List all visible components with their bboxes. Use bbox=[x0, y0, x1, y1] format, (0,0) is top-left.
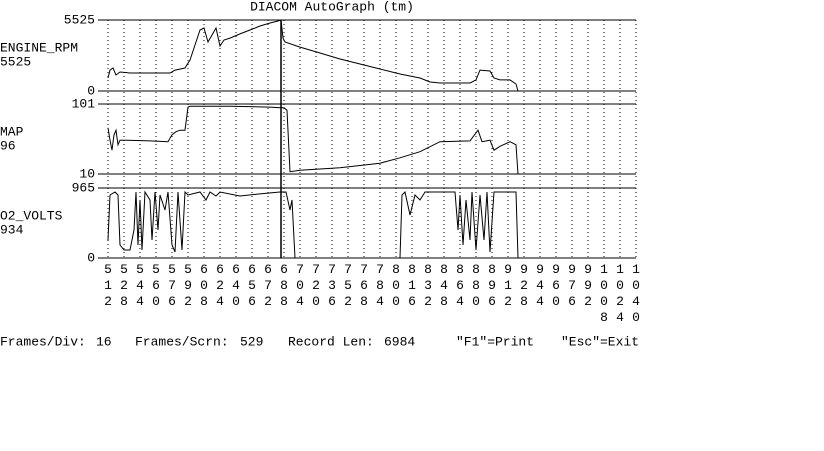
y-tick-label: 10 bbox=[79, 166, 95, 181]
x-tick-label: 512 bbox=[104, 262, 112, 309]
x-tick-label: 608 bbox=[200, 262, 208, 309]
footer-label: Record Len: bbox=[288, 334, 374, 349]
x-tick-label: 1024 bbox=[616, 262, 624, 325]
x-tick-label: 592 bbox=[184, 262, 192, 309]
x-tick-label: 768 bbox=[360, 262, 368, 309]
x-tick-label: 800 bbox=[392, 262, 400, 309]
cursor-value: 934 bbox=[0, 222, 24, 237]
x-tick-label: 736 bbox=[328, 262, 336, 309]
x-tick-label: 1008 bbox=[600, 262, 608, 325]
x-tick-label: 1040 bbox=[632, 262, 640, 325]
x-tick-label: 720 bbox=[312, 262, 320, 309]
cursor-value: 5525 bbox=[0, 54, 31, 69]
trace bbox=[107, 105, 636, 175]
x-tick-label: 672 bbox=[264, 262, 272, 309]
key-hint: "F1"=Print bbox=[456, 334, 534, 349]
x-tick-label: 688 bbox=[280, 262, 288, 309]
x-tick-label: 624 bbox=[216, 262, 224, 309]
series-name: ENGINE_RPM bbox=[0, 40, 78, 55]
y-tick-label: 101 bbox=[72, 96, 96, 111]
trace bbox=[107, 19, 636, 92]
x-tick-label: 944 bbox=[536, 262, 544, 309]
x-tick-label: 544 bbox=[136, 262, 144, 309]
x-tick-label: 864 bbox=[456, 262, 464, 309]
x-tick-label: 928 bbox=[520, 262, 528, 309]
x-tick-label: 912 bbox=[504, 262, 512, 309]
x-tick-label: 896 bbox=[488, 262, 496, 309]
y-tick-label: 0 bbox=[87, 250, 95, 265]
series-name: MAP bbox=[0, 124, 24, 139]
y-tick-label: 0 bbox=[87, 83, 95, 98]
cursor-value: 96 bbox=[0, 138, 16, 153]
x-tick-label: 816 bbox=[408, 262, 416, 309]
x-tick-label: 784 bbox=[376, 262, 384, 309]
x-tick-label: 960 bbox=[552, 262, 560, 309]
x-tick-label: 992 bbox=[584, 262, 592, 309]
x-tick-label: 752 bbox=[344, 262, 352, 309]
x-tick-label: 528 bbox=[120, 262, 128, 309]
x-tick-label: 656 bbox=[248, 262, 256, 309]
footer-value: 6984 bbox=[384, 334, 415, 349]
footer-value: 16 bbox=[96, 334, 112, 349]
footer-label: Frames/Div: bbox=[0, 334, 86, 349]
key-hint: "Esc"=Exit bbox=[561, 334, 639, 349]
footer-label: Frames/Scrn: bbox=[135, 334, 229, 349]
trace bbox=[107, 190, 636, 259]
x-tick-label: 576 bbox=[168, 262, 176, 309]
x-tick-label: 880 bbox=[472, 262, 480, 309]
x-tick-label: 848 bbox=[440, 262, 448, 309]
y-tick-label: 965 bbox=[72, 180, 95, 195]
x-tick-label: 560 bbox=[152, 262, 160, 309]
y-tick-label: 5525 bbox=[64, 12, 95, 27]
series-name: O2_VOLTS bbox=[0, 208, 63, 223]
x-tick-label: 832 bbox=[424, 262, 432, 309]
title: DIACOM AutoGraph (tm) bbox=[250, 0, 414, 14]
footer-value: 529 bbox=[240, 334, 263, 349]
x-tick-label: 976 bbox=[568, 262, 576, 309]
x-tick-label: 640 bbox=[232, 262, 240, 309]
x-tick-label: 704 bbox=[296, 262, 304, 309]
